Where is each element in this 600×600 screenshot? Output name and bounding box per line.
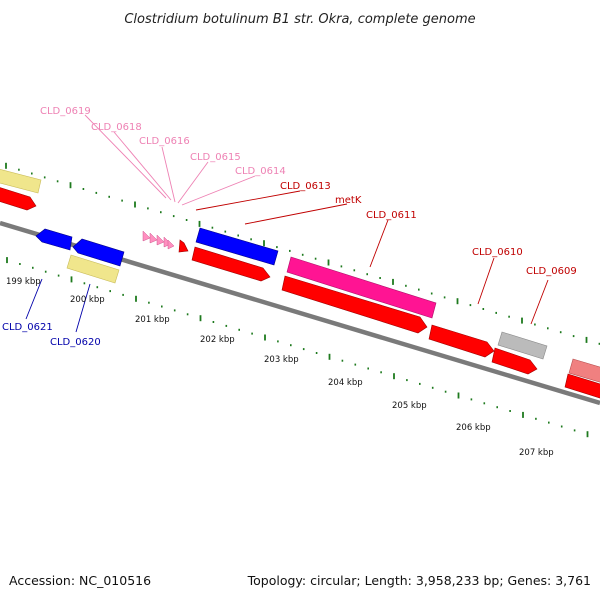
gene-feature-pink-5 xyxy=(167,239,175,250)
callout-line-cld-0614 xyxy=(181,175,256,206)
callout-lines xyxy=(25,114,549,333)
feature-track-cds xyxy=(0,187,600,399)
callout-line-cld-0611 xyxy=(369,219,389,268)
callout-line-cld-0613 xyxy=(195,190,301,211)
gene-feature-red-metk xyxy=(281,275,428,334)
callout-line-cld-0609 xyxy=(530,279,549,325)
accession-text: Accession: NC_010516 xyxy=(9,573,151,588)
tick-label-202: 202 kbp xyxy=(200,335,235,345)
callout-line-cld-0616 xyxy=(161,146,176,203)
tick-label-207: 207 kbp xyxy=(519,448,554,458)
callout-line-cld-0615 xyxy=(177,161,209,204)
gene-feature-red-small xyxy=(178,239,189,253)
tick-label-206: 206 kbp xyxy=(456,423,491,433)
gene-feature-blue-cld-0621 xyxy=(35,228,73,251)
callout-line-cld-0610 xyxy=(477,257,495,305)
gene-feature-pale-yellow-left xyxy=(0,168,42,194)
tick-label-203: 203 kbp xyxy=(264,355,299,365)
gene-feature-pink-1 xyxy=(142,230,151,242)
gene-feature-red-left xyxy=(0,187,37,211)
gene-label-cld-0610: CLD_0610 xyxy=(472,247,523,258)
outer-tick-row xyxy=(5,162,600,345)
gene-label-cld-0619: CLD_0619 xyxy=(40,106,91,117)
callout-line-cld-0618 xyxy=(113,131,172,201)
feature-track-pink-small xyxy=(142,230,175,250)
gene-label-cld-0621: CLD_0621 xyxy=(2,322,53,333)
callout-line-cld-0620 xyxy=(75,283,91,333)
gene-feature-blue-topleft xyxy=(195,227,279,266)
gene-label-cld-0620: CLD_0620 xyxy=(50,337,101,348)
map-title: Clostridium botulinum B1 str. Okra, comp… xyxy=(124,12,475,27)
gene-feature-pink-2 xyxy=(149,232,158,244)
callout-line-metk xyxy=(244,203,348,225)
tick-label-199: 199 kbp xyxy=(6,277,41,287)
gene-label-cld-0615: CLD_0615 xyxy=(190,152,241,163)
callout-line-cld-0619 xyxy=(84,114,167,199)
inner-tick-row xyxy=(6,257,589,438)
tick-label-201: 201 kbp xyxy=(135,315,170,325)
tick-label-204: 204 kbp xyxy=(328,378,363,388)
callout-line-cld-0621 xyxy=(25,278,43,320)
gene-label-cld-0609: CLD_0609 xyxy=(526,266,577,277)
gene-labels: CLD_0619 CLD_0618 CLD_0616 CLD_0615 CLD_… xyxy=(2,106,577,348)
gene-feature-highlight-cld-0611 xyxy=(286,256,437,319)
gene-label-metk: metK xyxy=(335,195,362,206)
gene-feature-grey xyxy=(497,331,548,360)
tick-label-200: 200 kbp xyxy=(70,295,105,305)
gene-feature-pink-3 xyxy=(156,234,165,246)
gene-feature-red-cld-0610 xyxy=(428,324,495,358)
gene-label-cld-0611: CLD_0611 xyxy=(366,210,417,221)
gene-feature-pale-yellow-cld-0620 xyxy=(66,254,120,284)
tick-label-205: 205 kbp xyxy=(392,401,427,411)
tick-labels: 199 kbp 200 kbp 201 kbp 202 kbp 203 kbp … xyxy=(6,277,554,458)
genome-summary-text: Topology: circular; Length: 3,958,233 bp… xyxy=(247,573,591,588)
feature-track-lower xyxy=(35,228,125,284)
gene-feature-blue-cld-0620 xyxy=(72,238,125,267)
gene-feature-red-cld-0609 xyxy=(491,347,538,375)
gene-label-cld-0613: CLD_0613 xyxy=(280,181,331,192)
gene-label-cld-0614: CLD_0614 xyxy=(235,166,286,177)
feature-track-outer xyxy=(0,168,600,383)
gene-feature-light-red xyxy=(568,358,600,383)
gene-label-cld-0618: CLD_0618 xyxy=(91,122,142,133)
gene-feature-red-right xyxy=(564,373,600,399)
gene-feature-red-cld-0613 xyxy=(191,246,271,282)
gene-label-cld-0616: CLD_0616 xyxy=(139,136,190,147)
